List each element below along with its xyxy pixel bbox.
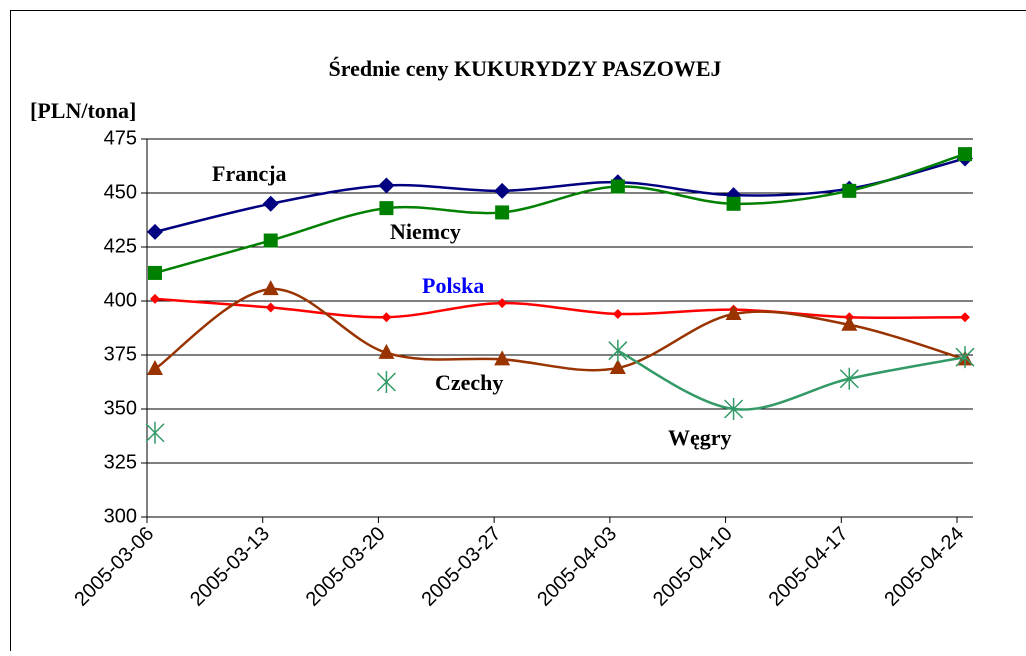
marker (379, 201, 393, 215)
marker (495, 205, 509, 219)
marker (266, 302, 276, 312)
marker (727, 197, 741, 211)
marker (960, 312, 970, 322)
y-tick-label: 450 (104, 181, 137, 203)
x-tick-label: 2005-04-17 (765, 523, 853, 611)
marker (263, 196, 279, 212)
marker (264, 234, 278, 248)
y-tick-label: 475 (104, 127, 137, 149)
series-annotation: Francja (212, 161, 287, 186)
x-tick-label: 2005-03-27 (418, 523, 506, 611)
marker (150, 294, 160, 304)
marker (609, 340, 627, 362)
y-tick-label: 300 (104, 505, 137, 527)
marker (148, 266, 162, 280)
y-tick-label: 375 (104, 343, 137, 365)
x-tick-label: 2005-03-20 (302, 523, 390, 611)
marker (147, 224, 163, 240)
marker (958, 147, 972, 161)
y-axis-label: [PLN/tona] (30, 98, 136, 123)
series-line (155, 299, 965, 318)
y-tick-label: 350 (104, 397, 137, 419)
marker (146, 422, 164, 444)
marker (494, 183, 510, 199)
x-tick-label: 2005-04-03 (533, 523, 621, 611)
series-annotation: Węgry (668, 425, 732, 450)
marker (263, 280, 279, 295)
y-tick-label: 400 (104, 289, 137, 311)
x-tick-label: 2005-03-13 (186, 523, 274, 611)
y-tick-label: 425 (104, 235, 137, 257)
x-tick-label: 2005-04-10 (649, 523, 737, 611)
series-annotation: Niemcy (390, 219, 461, 244)
series-annotation: Czechy (435, 370, 503, 395)
chart-title: Średnie ceny KUKURYDZY PASZOWEJ (328, 56, 721, 81)
marker (842, 184, 856, 198)
marker (378, 177, 394, 193)
y-tick-label: 325 (104, 451, 137, 473)
marker (613, 309, 623, 319)
marker (147, 360, 163, 375)
x-tick-label: 2005-04-24 (880, 523, 968, 611)
series-line (618, 351, 965, 410)
x-tick-label: 2005-03-06 (70, 523, 158, 611)
marker (611, 180, 625, 194)
marker (377, 371, 395, 393)
marker (381, 312, 391, 322)
marker (497, 298, 507, 308)
marker (840, 368, 858, 390)
series-annotation: Polska (422, 273, 484, 298)
